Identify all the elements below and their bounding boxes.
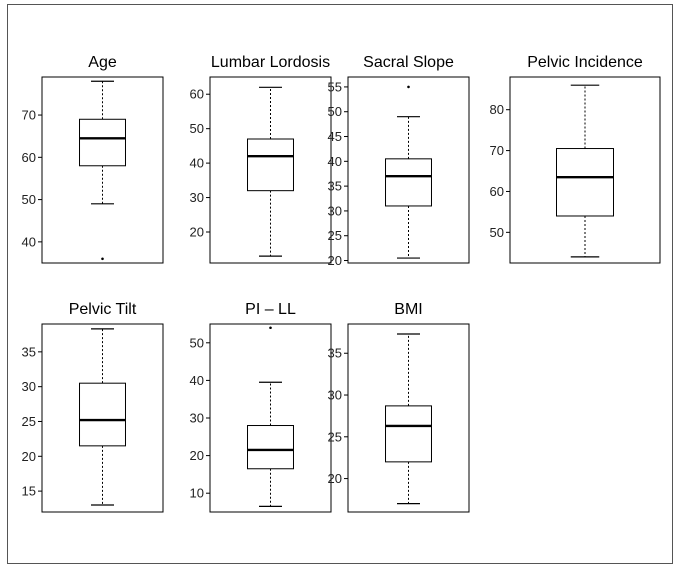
boxplot-figure: Age 40 50 60 70 Lumbar Lordosis 20 30 40 50 60 Sacr… [22,54,661,513]
plot-area-border [209,76,332,264]
y-tick-label: 40 [190,373,204,388]
outlier-point [101,257,104,261]
chart-title: Lumbar Lordosis [211,54,330,71]
chart-title: BMI [394,301,422,318]
boxplot-panel: PI – LL 10 20 30 40 50 [190,301,332,513]
outlier-point [269,326,272,330]
boxplot-panel: Lumbar Lordosis 20 30 40 50 60 [190,54,332,264]
boxplot-panel: Pelvic Incidence 50 60 70 80 [490,54,661,264]
y-tick-label: 70 [490,143,504,158]
y-tick-label: 50 [190,121,204,136]
y-tick-label: 25 [328,429,342,444]
y-tick-label: 35 [328,346,342,361]
y-tick-label: 40 [22,234,36,249]
y-tick-label: 70 [22,108,36,123]
boxplot-panel: Sacral Slope 20 25 30 35 40 45 50 55 [328,54,470,268]
y-tick-label: 25 [328,228,342,243]
plot-area-border [509,76,661,264]
chart-title: PI – LL [245,301,296,318]
y-tick-label: 30 [328,388,342,403]
y-tick-label: 30 [22,379,36,394]
y-tick-label: 30 [328,203,342,218]
y-tick-label: 50 [490,225,504,240]
y-tick-label: 45 [328,129,342,144]
chart-title: Sacral Slope [363,54,454,71]
boxplot-panel: BMI 20 25 30 35 [328,301,470,513]
y-tick-label: 20 [22,449,36,464]
boxplot-panel: Age 40 50 60 70 [22,54,164,264]
y-tick-label: 30 [190,411,204,426]
outlier-point [407,85,410,89]
plot-area-border [347,76,470,264]
y-tick-label: 10 [190,486,204,501]
y-tick-label: 80 [490,102,504,117]
y-tick-label: 60 [490,184,504,199]
y-tick-label: 25 [22,414,36,429]
y-tick-label: 60 [190,87,204,102]
plot-area-border [209,323,332,513]
iqr-box [556,148,614,217]
y-tick-label: 55 [328,79,342,94]
y-tick-label: 50 [190,335,204,350]
plot-area-border [347,323,470,513]
y-tick-label: 35 [328,179,342,194]
iqr-box [247,138,294,192]
y-tick-label: 20 [190,225,204,240]
chart-title: Pelvic Tilt [69,301,137,318]
y-tick-label: 50 [22,192,36,207]
plot-area-border [41,323,164,513]
iqr-box [385,158,432,207]
y-tick-label: 40 [328,154,342,169]
y-tick-label: 20 [190,448,204,463]
y-tick-label: 30 [190,190,204,205]
iqr-box [385,405,432,463]
chart-title: Pelvic Incidence [527,54,643,71]
iqr-box [79,382,126,447]
iqr-box [79,118,126,167]
y-tick-label: 15 [22,484,36,499]
y-tick-label: 20 [328,253,342,268]
iqr-box [247,425,294,470]
plot-area-border [41,76,164,264]
chart-title: Age [88,54,117,71]
boxplot-panel: Pelvic Tilt 15 20 25 30 35 [22,301,164,513]
y-tick-label: 50 [328,104,342,119]
y-tick-label: 60 [22,150,36,165]
y-tick-label: 20 [328,471,342,486]
y-tick-label: 40 [190,156,204,171]
y-tick-label: 35 [22,344,36,359]
